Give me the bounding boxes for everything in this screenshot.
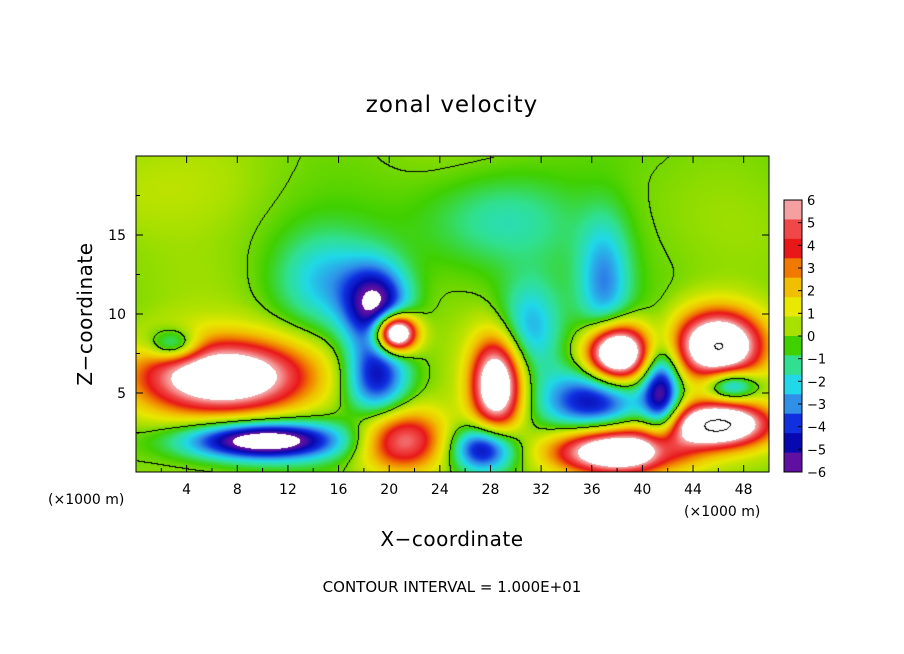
x-tick-label: 40 [633,482,651,498]
colorbar-swatch [784,297,802,318]
x-tick-label: 24 [431,482,449,498]
colorbar-label: −4 [807,421,826,436]
x-tick-label: 4 [182,482,191,498]
x-tick-label: 16 [330,482,348,498]
colorbar-swatch [784,433,802,454]
x-tick-label: 48 [735,482,753,498]
y-tick-label: 15 [108,228,126,244]
colorbar-label: −1 [807,353,826,368]
colorbar-swatch [784,277,802,298]
colorbar-label: 3 [807,262,815,277]
colorbar-label: 2 [807,285,815,300]
y-axis-label: Z−coordinate [73,242,97,385]
colorbar-swatch [784,258,802,279]
colorbar-label: −6 [807,466,826,481]
colorbar-swatch [784,336,802,356]
x-tick-label: 12 [279,482,297,498]
colorbar-swatch [784,200,802,220]
x-unit-left: (×1000 m) [48,492,124,508]
colorbar-swatch [784,394,802,415]
colorbar-swatch [784,238,802,259]
x-tick-label: 36 [583,482,601,498]
colorbar-label: −2 [807,375,826,390]
colorbar-swatch [784,452,802,473]
x-tick-label: 44 [684,482,702,498]
x-tick-label: 20 [380,482,398,498]
colorbar-swatch [784,413,802,434]
x-axis-label: X−coordinate [380,527,523,551]
x-tick-label: 28 [482,482,500,498]
velocity-heatmap [136,156,769,472]
chart-title: zonal velocity [366,92,538,118]
colorbar-label: −3 [807,398,826,413]
x-unit-right: (×1000 m) [684,504,760,520]
colorbar-label: −5 [807,443,826,458]
colorbar: 6 5 4 3 2 1 0 −1 −2 −3 −4 −5 −6 [783,194,826,481]
contour-interval-note: CONTOUR INTERVAL = 1.000E+01 [323,578,582,596]
y-tick-label: 5 [117,386,126,402]
colorbar-label: 5 [807,217,815,232]
colorbar-swatch [784,219,802,240]
colorbar-label: 1 [807,307,815,322]
y-tick-label: 10 [108,307,126,323]
colorbar-label: 6 [807,194,815,209]
colorbar-swatch [784,355,802,376]
colorbar-swatch [784,316,802,337]
x-axis-ticks: 4 8 12 16 20 24 28 32 36 40 44 48 [160,156,753,498]
colorbar-label: 0 [807,330,815,345]
x-tick-label: 32 [532,482,550,498]
y-axis-ticks: 5 10 15 [108,195,769,433]
colorbar-swatch [784,374,802,395]
x-tick-label: 8 [233,482,242,498]
colorbar-label: 4 [807,239,815,254]
